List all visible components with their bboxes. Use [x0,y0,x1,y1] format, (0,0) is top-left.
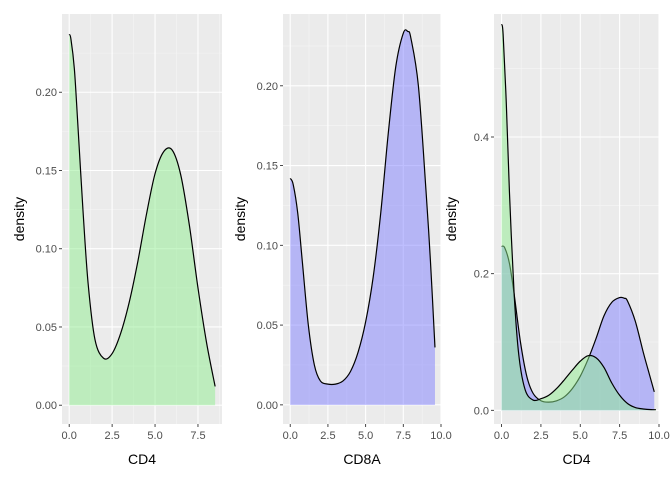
green-density-line [500,24,656,411]
x-tick-label: 7.5 [396,430,411,442]
x-tick-label: 2.5 [320,430,335,442]
x-axis-title: CD4 [562,451,590,467]
panel-1: 0.00 0.05 0.10 0.15 0.20 0.0 2.5 5.0 7.5 CD4 densi… [11,14,222,467]
blue-density-line [289,29,436,386]
x-tick-label: 7.5 [612,430,627,442]
y-tick-label: 0.4 [474,132,489,144]
y-tick-label: 0.20 [36,87,57,99]
x-tick-label: 7.5 [190,430,205,442]
x-tick-label: 5.0 [358,430,373,442]
blue-density-area [501,246,655,411]
green-density-area [501,24,656,411]
panel-2: 0.00 0.05 0.10 0.15 0.20 0.0 2.5 5.0 7.5 10.0 CD8A… [232,14,452,467]
x-tick-label: 10.0 [648,430,669,442]
x-tick-label: 2.5 [533,430,548,442]
y-axis-title: density [11,197,27,241]
y-axis-title: density [232,197,248,241]
y-tick-label: 0.00 [36,400,57,412]
green-density-line [68,33,216,387]
x-tick-label: 0.0 [283,430,298,442]
y-tick-label: 0.05 [257,320,278,332]
y-tick-label: 0.10 [257,240,278,252]
y-tick-label: 0.2 [474,269,489,281]
y-tick-label: 0.05 [36,322,57,334]
x-tick-label: 5.0 [573,430,588,442]
x-tick-label: 2.5 [104,430,119,442]
panels: 0.00 0.05 0.10 0.15 0.20 0.0 2.5 5.0 7.5 CD4 densi… [11,14,670,467]
panel-3: 0.0 0.2 0.4 0.0 2.5 5.0 7.5 10.0 CD4 density [443,14,670,467]
x-tick-label: 10.0 [430,430,451,442]
y-tick-label: 0.10 [36,244,57,256]
y-tick-label: 0.15 [36,165,57,177]
x-axis-title: CD4 [128,451,156,467]
green-density-area [69,34,216,406]
y-axis-title: density [443,197,459,241]
y-tick-label: 0.20 [257,81,278,93]
x-tick-label: 0.0 [494,430,509,442]
y-tick-label: 0.0 [474,405,489,417]
x-axis-title: CD8A [343,451,381,467]
x-tick-label: 0.0 [62,430,77,442]
blue-density-area [290,29,435,405]
y-tick-label: 0.15 [257,161,278,173]
y-tick-label: 0.00 [257,400,278,412]
x-tick-label: 5.0 [147,430,162,442]
